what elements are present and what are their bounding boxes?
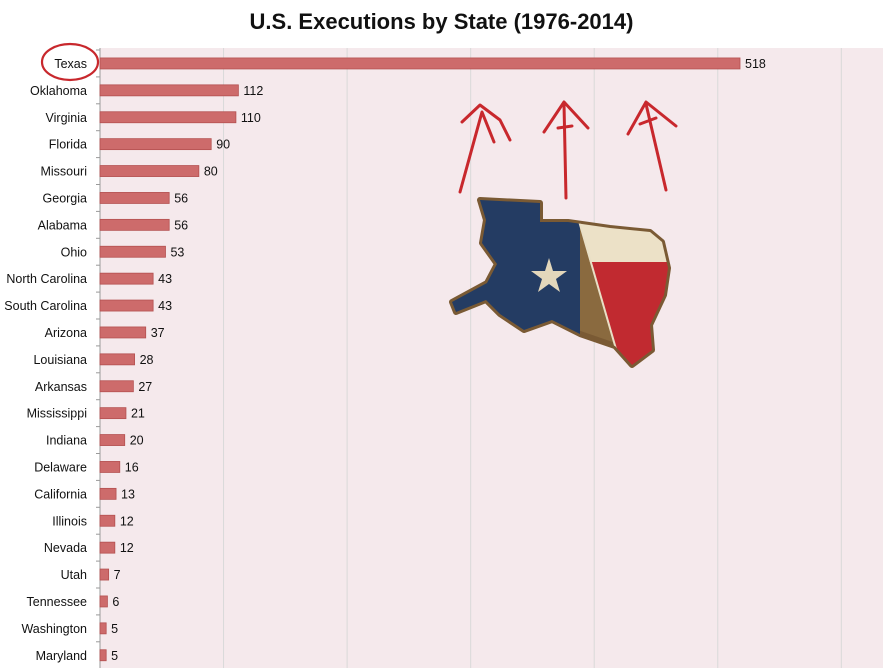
category-label: Tennessee <box>27 595 88 609</box>
bar <box>99 595 108 608</box>
data-label: 518 <box>745 57 766 71</box>
bar <box>99 57 741 70</box>
data-label: 43 <box>158 299 172 313</box>
bar <box>99 111 237 124</box>
data-label: 13 <box>121 487 135 501</box>
bar <box>99 622 107 635</box>
category-label: Texas <box>54 57 87 71</box>
category-label: Florida <box>49 138 87 152</box>
data-label: 20 <box>130 434 144 448</box>
category-label: Utah <box>61 568 87 582</box>
category-label: Arkansas <box>35 380 87 394</box>
bar <box>99 218 170 231</box>
bar <box>99 353 135 366</box>
category-labels: Texas Oklahoma Virginia Florida Missouri Geor… <box>4 57 87 663</box>
category-label: South Carolina <box>4 299 87 313</box>
data-label: 5 <box>111 622 118 636</box>
category-label: Louisiana <box>33 353 87 367</box>
bars <box>99 57 741 662</box>
data-label: 7 <box>114 568 121 582</box>
chart-title: U.S. Executions by State (1976-2014) <box>249 9 634 34</box>
data-label: 5 <box>111 649 118 663</box>
data-label: 112 <box>243 84 263 98</box>
bar <box>99 380 134 393</box>
data-label: 110 <box>241 111 261 125</box>
data-label: 43 <box>158 272 172 286</box>
bar <box>99 192 170 204</box>
bar <box>99 434 126 446</box>
data-label: 21 <box>131 407 145 421</box>
category-label: Mississippi <box>27 407 87 421</box>
data-label: 53 <box>170 245 184 259</box>
data-label: 37 <box>151 326 165 340</box>
data-labels: 5181121109080565653434337282721201613121… <box>111 57 766 663</box>
data-label: 12 <box>120 514 134 528</box>
bar <box>99 541 116 554</box>
category-label: Oklahoma <box>30 84 87 98</box>
bar <box>99 461 121 473</box>
data-label: 56 <box>174 218 188 232</box>
category-label: Virginia <box>46 111 88 125</box>
data-label: 6 <box>112 595 119 609</box>
bar <box>99 84 239 97</box>
category-label: Alabama <box>38 218 87 232</box>
bar <box>99 245 166 258</box>
bar <box>99 165 200 177</box>
category-label: Washington <box>21 622 87 636</box>
data-label: 16 <box>125 460 139 474</box>
bar <box>99 138 212 151</box>
data-label: 56 <box>174 191 188 205</box>
y-axis-ticks <box>96 49 100 643</box>
category-label: Missouri <box>40 165 87 179</box>
category-label: Indiana <box>46 434 87 448</box>
category-label: Illinois <box>52 514 87 528</box>
data-label: 12 <box>120 541 134 555</box>
data-label: 28 <box>140 353 154 367</box>
bar <box>99 649 107 662</box>
category-label: North Carolina <box>6 272 87 286</box>
bar <box>99 568 110 581</box>
category-label: Arizona <box>45 326 87 340</box>
data-label: 90 <box>216 138 230 152</box>
bar <box>99 272 154 285</box>
category-label: Delaware <box>34 460 87 474</box>
bar <box>99 407 127 420</box>
bar <box>99 487 117 500</box>
category-label: California <box>34 487 87 501</box>
data-label: 80 <box>204 165 218 179</box>
bar <box>99 299 154 312</box>
bar <box>99 514 116 527</box>
category-label: Nevada <box>44 541 87 555</box>
bar <box>99 326 147 339</box>
category-label: Georgia <box>43 191 88 205</box>
category-label: Maryland <box>36 649 87 663</box>
data-label: 27 <box>138 380 152 394</box>
category-label: Ohio <box>61 245 87 259</box>
